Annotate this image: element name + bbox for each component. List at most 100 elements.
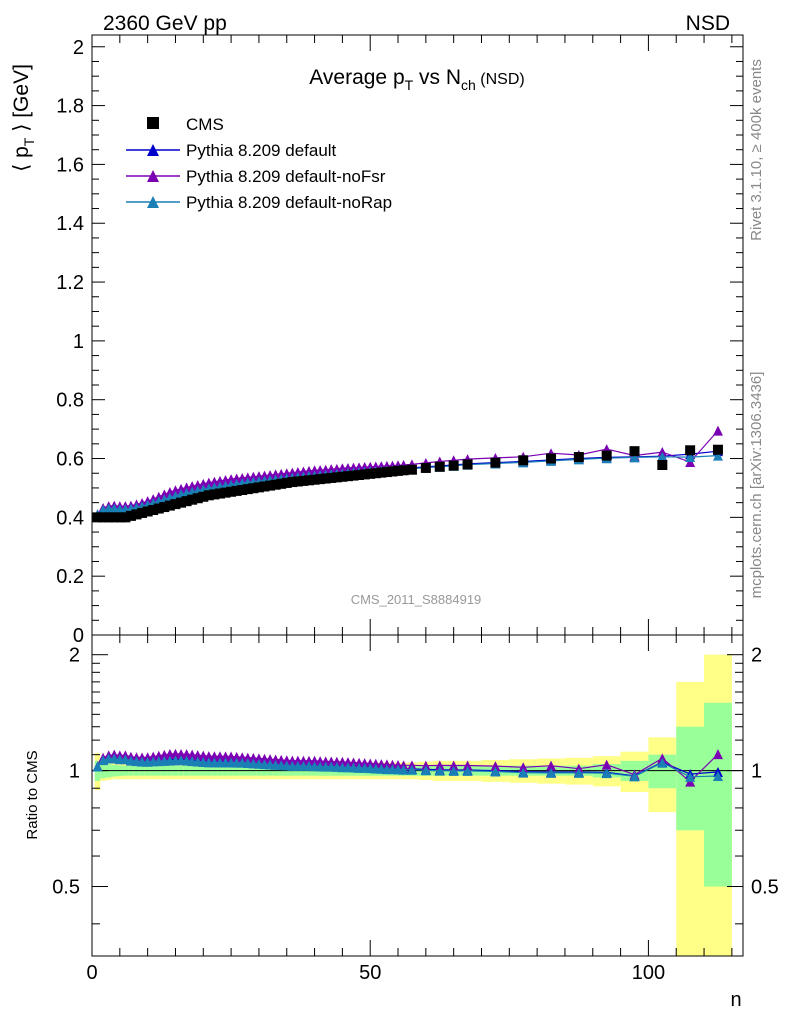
cms-data-point [209, 489, 220, 500]
ratio-series-point [685, 771, 696, 782]
cms-data-point [242, 484, 253, 495]
cms-data-point [265, 480, 276, 491]
ratio-series-point [573, 767, 584, 778]
y-tick-label: 0.2 [56, 566, 84, 588]
ratio-plot-frame [91, 634, 744, 957]
cms-data-point [237, 485, 248, 495]
cms-data-point [125, 510, 136, 521]
main-series-layer [92, 425, 723, 523]
cms-data-point [359, 469, 370, 480]
cms-data-point [337, 471, 348, 482]
ratio-y-tick-label-right: 0.5 [751, 877, 779, 899]
mcplots-label: mcplots.cern.ch [arXiv:1306.3436] [748, 372, 765, 599]
cms-data-point [148, 505, 159, 515]
cms-data-point [220, 487, 231, 498]
ratio-series-point [434, 760, 445, 771]
cms-data-point [434, 461, 445, 472]
cms-data-point [393, 465, 404, 476]
cms-data-point [214, 488, 225, 499]
cms-data-point [685, 445, 696, 456]
axis-ticks [91, 35, 743, 956]
legend-default-label: Pythia 8.209 default [186, 141, 337, 160]
cms-data-point [348, 470, 359, 481]
cms-data-point [270, 479, 281, 490]
cms-data-point [376, 467, 387, 478]
cms-data-point [203, 490, 214, 501]
ratio-series-line [97, 757, 719, 778]
cms-data-point [142, 506, 153, 517]
ratio-series-point [518, 767, 529, 778]
x-tick-label: 50 [359, 962, 381, 984]
legend-nofsr-label: Pythia 8.209 default-noFsr [186, 167, 386, 186]
energy-label: 2360 GeV pp [103, 12, 227, 35]
ratio-y-tick-label-right: 1 [751, 761, 762, 783]
cms-data-point [170, 499, 181, 510]
ratio-series-point [406, 764, 417, 775]
cms-data-point [406, 464, 417, 475]
cms-data-point [448, 460, 459, 471]
ratio-series-point [546, 767, 557, 778]
legend-norap-marker [147, 196, 159, 208]
cms-data-point [490, 457, 501, 468]
series-point [712, 425, 723, 436]
cms-data-point [103, 512, 114, 523]
series-point [685, 452, 696, 463]
ratio-series-point [462, 760, 473, 771]
cms-data-point [248, 483, 259, 494]
ratio-y-tick-label-right: 2 [751, 645, 762, 667]
cms-data-point [657, 460, 668, 470]
y-tick-label: 1.4 [56, 213, 84, 235]
y-tick-label: 1.2 [56, 272, 84, 294]
cms-data-point [192, 493, 203, 504]
cms-data-point [164, 500, 175, 511]
cms-data-point [370, 468, 381, 479]
y-tick-label: 0.4 [56, 507, 84, 529]
ratio-series-layer [92, 748, 723, 787]
ratio-series-point [601, 759, 612, 770]
cms-data-point [712, 444, 723, 455]
cms-data-point [320, 473, 331, 484]
cms-data-point [131, 509, 142, 520]
cms-data-point [420, 462, 431, 473]
cms-uncertainty-bands [94, 654, 732, 956]
cms-data-point [98, 512, 109, 523]
cms-data-point [365, 468, 376, 479]
cms-data-point [176, 497, 187, 508]
ratio-series-point [92, 761, 103, 772]
cms-data-point [259, 481, 270, 492]
cms-data-point [187, 494, 198, 505]
cms-data-point [198, 491, 209, 502]
ratio-series-point [448, 765, 459, 776]
y-tick-label: 1 [73, 331, 84, 353]
ratio-series-point [398, 764, 409, 775]
series-point [657, 451, 668, 462]
cms-data-point [326, 472, 337, 483]
cms-data-point [546, 453, 557, 464]
ratio-series-point [462, 765, 473, 776]
cms-data-point [304, 475, 314, 486]
x-tick-label: 100 [632, 962, 665, 984]
cms-data-point [601, 450, 612, 461]
ratio-series-point [420, 765, 431, 776]
y-axis-title: ⟨ pT ⟩ [GeV] [10, 64, 37, 172]
cms-data-point [226, 486, 237, 497]
cms-data-point [109, 512, 120, 523]
ratio-y-tick-label: 2 [69, 645, 80, 667]
cms-data-point [159, 502, 170, 513]
cms-data-point [181, 496, 192, 507]
cms-data-point [331, 472, 342, 483]
cms-data-point [92, 512, 103, 523]
cms-data-point [518, 455, 529, 466]
cms-data-point [354, 470, 365, 480]
cms-data-point [309, 474, 320, 485]
plot-title: Average pT vs Nch (NSD) [309, 66, 524, 93]
ratio-y-tick-label: 1 [69, 761, 80, 783]
cms-data-point [629, 446, 640, 457]
legend-cms-marker [147, 117, 159, 129]
cms-data-point [462, 459, 473, 470]
legend-default-marker [147, 144, 159, 156]
y-tick-label: 0.8 [56, 390, 84, 412]
cms-data-point [342, 471, 353, 482]
cms-data-point [292, 476, 303, 487]
